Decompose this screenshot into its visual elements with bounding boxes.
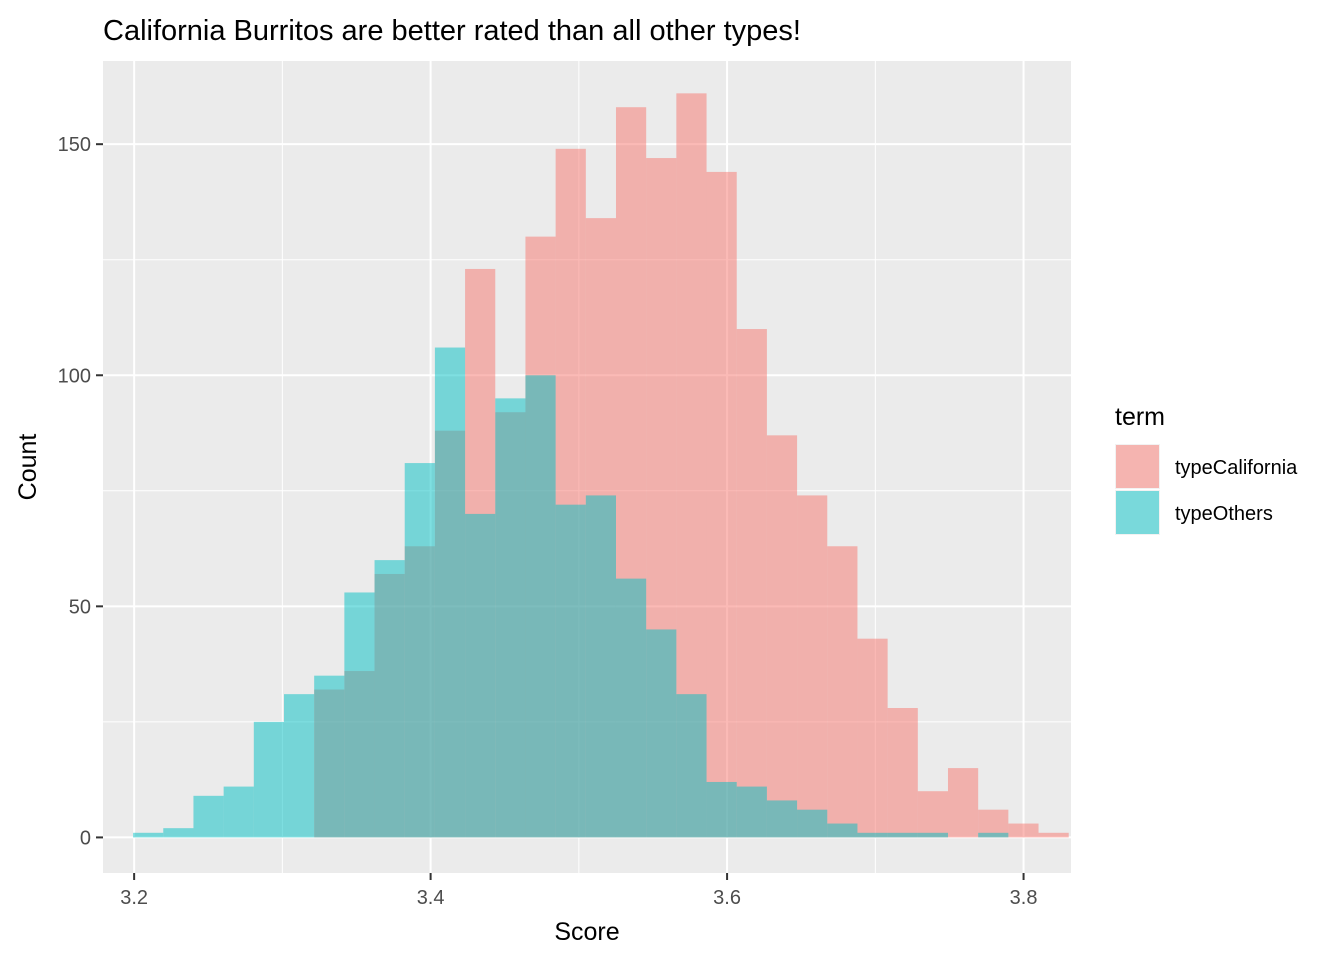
x-tick-label: 3.8 xyxy=(1010,887,1038,909)
bar-typeothers xyxy=(827,823,858,838)
bar-typecalifornia xyxy=(827,546,858,838)
bar-typeothers xyxy=(344,592,375,838)
bar-typeothers xyxy=(676,694,707,838)
y-tick-label: 100 xyxy=(58,365,91,387)
bar-typeothers xyxy=(706,781,737,838)
bar-typeothers xyxy=(193,795,224,838)
bar-typecalifornia xyxy=(1008,823,1039,838)
bar-typeothers xyxy=(585,495,616,838)
bar-typeothers xyxy=(857,832,888,838)
bar-typecalifornia xyxy=(736,329,767,838)
series-typeothers xyxy=(133,347,1009,838)
bar-typecalifornia xyxy=(857,638,888,838)
bar-typeothers xyxy=(314,675,345,838)
x-axis-label: Score xyxy=(554,918,619,946)
bar-typeothers xyxy=(495,398,526,838)
x-tick-label: 3.4 xyxy=(417,887,445,909)
x-tick-label: 3.2 xyxy=(120,887,148,909)
bar-typecalifornia xyxy=(947,768,979,838)
bar-typeothers xyxy=(133,832,164,838)
bar-typecalifornia xyxy=(797,495,828,838)
bar-typeothers xyxy=(555,504,586,838)
y-axis: 0 50 100 150 xyxy=(58,134,103,849)
legend-label-typeothers: typeOthers xyxy=(1175,503,1273,525)
legend-swatch-typecalifornia xyxy=(1116,445,1159,488)
bar-typeothers xyxy=(163,828,194,838)
legend-swatch-typeothers xyxy=(1116,491,1159,534)
bar-typeothers xyxy=(797,809,828,838)
legend-title: term xyxy=(1115,403,1165,431)
bar-typecalifornia xyxy=(978,809,1009,838)
x-tick-label: 3.6 xyxy=(713,887,741,909)
bar-typeothers xyxy=(917,832,948,838)
x-axis: 3.2 3.4 3.6 3.8 xyxy=(120,873,1037,909)
bar-typeothers xyxy=(253,721,284,838)
legend-item-typecalifornia: typeCalifornia xyxy=(1115,444,1298,489)
chart-title: California Burritos are better rated tha… xyxy=(103,15,801,47)
bar-typecalifornia xyxy=(766,435,798,838)
bar-typeothers xyxy=(646,629,677,838)
bar-typeothers xyxy=(374,560,405,838)
legend-label-typecalifornia: typeCalifornia xyxy=(1175,457,1298,479)
bar-typeothers xyxy=(465,513,496,838)
bar-typecalifornia xyxy=(887,708,918,838)
bar-typeothers xyxy=(223,786,254,838)
bar-typecalifornia xyxy=(917,791,948,838)
bar-typeothers xyxy=(525,375,556,838)
bar-typeothers xyxy=(434,347,466,838)
y-tick-label: 150 xyxy=(58,134,91,156)
bar-typeothers xyxy=(283,694,315,838)
y-tick-label: 50 xyxy=(69,596,91,618)
bar-typeothers xyxy=(404,463,435,838)
legend-item-typeothers: typeOthers xyxy=(1115,490,1273,535)
bar-typeothers xyxy=(615,578,647,838)
legend: term typeCalifornia typeOthers xyxy=(1115,403,1298,535)
bar-typecalifornia xyxy=(1038,832,1069,838)
bar-typecalifornia xyxy=(706,171,737,838)
bar-typeothers xyxy=(736,786,767,838)
bar-typeothers xyxy=(887,832,918,838)
y-tick-label: 0 xyxy=(80,827,91,849)
y-axis-label: Count xyxy=(14,434,42,501)
bar-typeothers xyxy=(766,800,798,838)
bar-typeothers xyxy=(978,832,1009,838)
